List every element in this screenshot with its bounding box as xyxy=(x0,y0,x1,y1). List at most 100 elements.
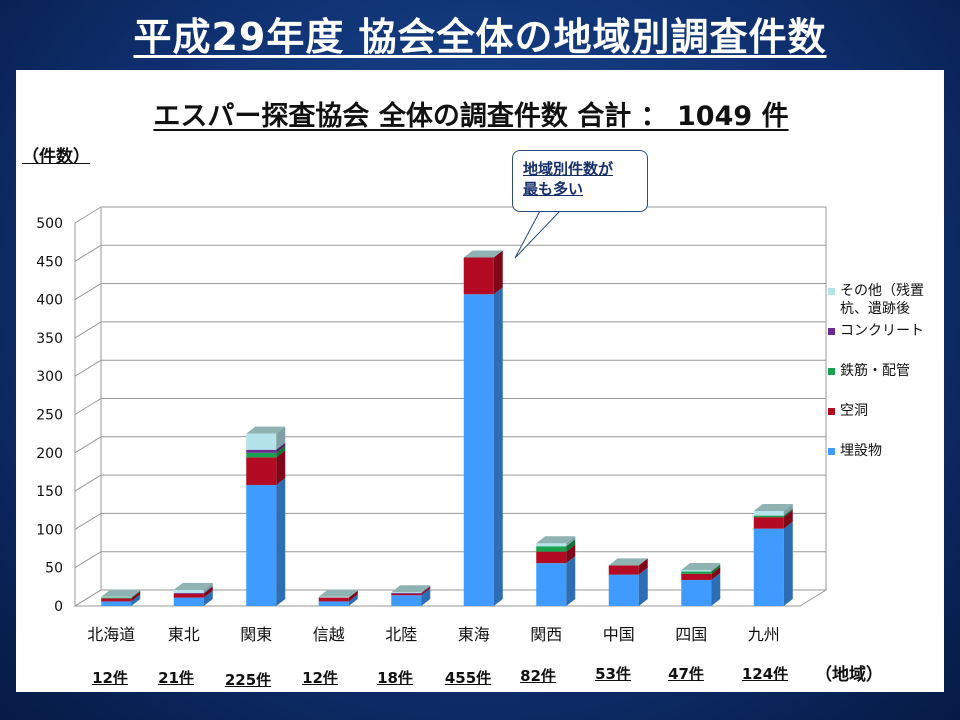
x-tick-label: 北海道 xyxy=(87,625,135,644)
bar-segment-side xyxy=(421,586,431,596)
x-tick-label: 四国 xyxy=(675,625,707,644)
gridline-diagonal xyxy=(74,321,102,339)
bar-segment-side xyxy=(276,442,286,453)
bar-segment-side xyxy=(421,588,431,606)
region-total: 225件 xyxy=(224,671,272,689)
gridline-diagonal xyxy=(74,398,102,415)
bar-segment-side xyxy=(421,585,431,593)
x-tick-label: 信越 xyxy=(313,625,345,644)
bar-segment xyxy=(101,597,132,599)
slide-title: 平成29年度 協会全体の地域別調査件数 xyxy=(133,15,827,59)
region-total: 21件 xyxy=(158,669,194,687)
bar-segment xyxy=(536,551,567,564)
bar-segment-side xyxy=(566,536,576,547)
bar-segment xyxy=(608,574,639,606)
bar-top-cap xyxy=(753,504,793,512)
bar-segment-side xyxy=(276,450,286,485)
legend-swatch-maisetsu xyxy=(828,448,835,455)
chart-title: エスパー探査協会 全体の調査件数 合計 ： 1049 件 xyxy=(153,101,789,132)
bar-segment xyxy=(318,597,349,602)
bar-segment-side xyxy=(783,508,793,518)
legend-label-maisetsu: 埋設物 xyxy=(840,443,882,459)
bar-segment xyxy=(536,543,567,547)
bar-segment-side xyxy=(566,544,576,564)
bar-segment-side xyxy=(493,250,503,295)
bar-segment xyxy=(608,565,639,575)
gridline-diagonal xyxy=(74,512,102,530)
bar-segment xyxy=(246,457,277,485)
bar-segment xyxy=(536,546,567,552)
region-total: 12件 xyxy=(92,669,128,687)
bar-segment xyxy=(753,511,784,516)
bar-segment-side xyxy=(783,510,793,529)
bar-segment xyxy=(173,597,204,606)
gridline-diagonal xyxy=(74,589,102,607)
x-tick-label: 北陸 xyxy=(385,625,417,644)
bar-segment xyxy=(246,452,277,458)
bar-segment xyxy=(318,596,349,598)
bar-segment-side xyxy=(566,539,576,552)
legend-label-other: その他（残置杭、遺跡後 xyxy=(840,283,924,317)
bar-segment xyxy=(246,433,277,450)
region-total: 455件 xyxy=(444,669,492,687)
y-tick-label: 400 xyxy=(36,293,63,309)
region-total: 18件 xyxy=(377,669,413,687)
y-tick-label: 100 xyxy=(36,522,63,538)
bar-segment xyxy=(536,563,567,606)
y-tick-label: 200 xyxy=(36,446,63,462)
bar-segment-side xyxy=(711,562,721,572)
gridline-diagonal xyxy=(74,551,102,569)
bar-segment xyxy=(173,589,204,593)
bar-segment xyxy=(681,569,712,572)
bar-top-cap xyxy=(391,585,431,593)
bar-segment-side xyxy=(348,594,358,606)
bar-segment xyxy=(246,449,277,453)
x-axis-unit-label: （地域） xyxy=(815,665,883,685)
bar-segment-side xyxy=(276,426,286,450)
x-tick-label: 九州 xyxy=(748,625,780,644)
y-tick-label: 150 xyxy=(36,484,63,500)
bar-segment xyxy=(173,592,204,594)
bar-segment xyxy=(391,592,422,593)
region-total: 124件 xyxy=(741,665,789,683)
bar-segment-side xyxy=(203,582,213,593)
region-total: 12件 xyxy=(302,669,338,687)
bar-segment-side xyxy=(203,590,213,606)
y-axis-label: （件数） xyxy=(22,147,90,167)
bar-segment-side xyxy=(276,477,286,606)
bar-segment xyxy=(391,593,422,596)
gridline-diagonal xyxy=(74,206,102,224)
bar-segment-side xyxy=(566,556,576,606)
bar-segment-side xyxy=(131,590,141,599)
bar-top-cap xyxy=(681,562,721,570)
x-tick-label: 東北 xyxy=(168,625,200,644)
bar-segment xyxy=(681,573,712,580)
legend-swatch-concrete xyxy=(828,328,835,335)
bar-segment-side xyxy=(638,567,648,606)
callout-note: 地域別件数が 最も多い xyxy=(512,150,648,212)
bar-segment xyxy=(681,571,712,574)
bar-top-cap xyxy=(608,558,648,566)
bar-segment xyxy=(463,294,494,606)
bar-segment-side xyxy=(348,589,358,598)
x-tick-label: 関東 xyxy=(240,625,272,644)
y-tick-label: 500 xyxy=(36,216,63,232)
bar-segment-side xyxy=(131,589,141,598)
callout-line-2: 最も多い xyxy=(523,180,584,198)
bar-segment xyxy=(101,596,132,598)
bar-segment-side xyxy=(421,585,431,594)
region-total: 47件 xyxy=(668,665,704,683)
y-tick-label: 350 xyxy=(36,331,63,347)
bar-top-cap xyxy=(536,536,576,544)
legend-label-concrete: コンクリート xyxy=(840,323,924,339)
bar-segment-side xyxy=(276,445,286,458)
bar-segment-side xyxy=(131,594,141,606)
bar-segment-side xyxy=(203,586,213,598)
bar-top-cap xyxy=(101,589,141,597)
bar-segment-side xyxy=(711,566,721,580)
legend-swatch-tekkin xyxy=(828,368,835,375)
legend-label-tekkin: 鉄筋・配管 xyxy=(840,363,910,379)
y-tick-label: 300 xyxy=(36,369,63,385)
bar-segment xyxy=(246,484,277,606)
bar-segment xyxy=(753,517,784,529)
